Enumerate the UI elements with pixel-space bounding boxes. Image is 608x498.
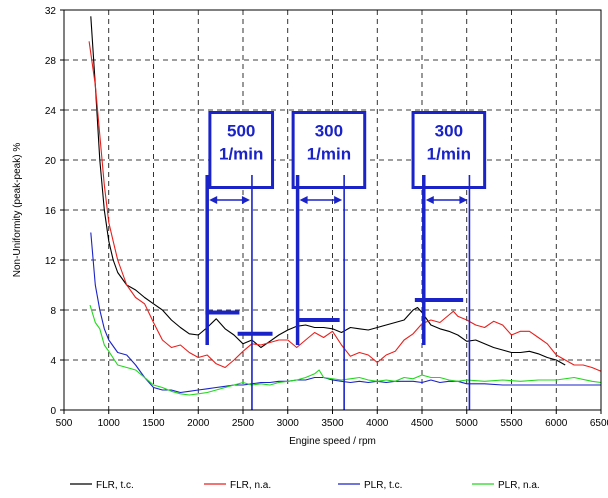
ticks: 500 1000 1500 2000 2500 3000 3500 4000 4500 5000 5…	[45, 6, 608, 429]
arrow-head-right	[241, 196, 250, 204]
x-tick-label: 1000	[98, 418, 121, 429]
arrow-head-left	[299, 196, 308, 204]
x-tick-label: 2500	[232, 418, 255, 429]
annotation-3: 300 1/min	[411, 111, 487, 410]
x-tick-label: 3000	[277, 418, 300, 429]
x-tick-label: 2000	[187, 418, 210, 429]
annotation-box	[291, 111, 367, 189]
series-line-3	[90, 232, 601, 394]
arrow-head-right	[459, 196, 468, 204]
legend: FLR, t.c. FLR, n.a. PLR, t.c. PLR, n.a.	[70, 480, 540, 491]
legend-label: FLR, t.c.	[96, 480, 134, 491]
y-axis-label: Non-Uniformity (peak-peak) %	[12, 143, 23, 278]
legend-label: PLR, n.a.	[498, 480, 540, 491]
annotation-1: 500 1/min	[205, 111, 275, 410]
series-line-2	[88, 41, 602, 372]
annotation-value: 300	[315, 122, 343, 141]
annotation-layer: 500 1/min 300 1/min 300 1/min	[205, 111, 487, 410]
arrow-head-right	[334, 196, 343, 204]
y-tick-label: 12	[45, 256, 57, 267]
legend-item-4: PLR, n.a.	[472, 480, 540, 491]
y-tick-label: 20	[45, 156, 57, 167]
x-tick-label: 500	[56, 418, 73, 429]
series-line-4	[89, 304, 602, 396]
annotation-unit: 1/min	[427, 145, 471, 164]
legend-label: FLR, n.a.	[230, 480, 271, 491]
series-line-1	[90, 16, 566, 366]
y-tick-label: 24	[45, 106, 57, 117]
arrow-head-left	[425, 196, 434, 204]
legend-label: PLR, t.c.	[364, 480, 402, 491]
x-tick-label: 1500	[142, 418, 165, 429]
x-tick-label: 5500	[500, 418, 523, 429]
y-tick-label: 0	[50, 406, 56, 417]
arrow-head-left	[209, 196, 218, 204]
legend-item-2: FLR, n.a.	[204, 480, 271, 491]
y-tick-label: 8	[50, 306, 56, 317]
legend-item-3: PLR, t.c.	[338, 480, 402, 491]
annotation-unit: 1/min	[307, 145, 351, 164]
x-tick-label: 5000	[456, 418, 479, 429]
annotation-box	[208, 111, 275, 189]
grid	[64, 10, 601, 410]
x-tick-label: 3500	[321, 418, 344, 429]
annotation-value: 500	[227, 122, 255, 141]
x-tick-label: 4000	[366, 418, 389, 429]
y-tick-label: 4	[50, 356, 56, 367]
annotation-2: 300 1/min	[291, 111, 367, 410]
legend-item-1: FLR, t.c.	[70, 480, 134, 491]
y-tick-label: 28	[45, 56, 57, 67]
y-tick-label: 16	[45, 206, 57, 217]
y-tick-label: 32	[45, 6, 57, 17]
annotation-unit: 1/min	[219, 145, 263, 164]
x-tick-label: 4500	[411, 418, 434, 429]
x-axis-label: Engine speed / rpm	[289, 436, 376, 447]
annotation-value: 300	[435, 122, 463, 141]
x-tick-label: 6000	[545, 418, 568, 429]
series-layer	[88, 16, 602, 396]
